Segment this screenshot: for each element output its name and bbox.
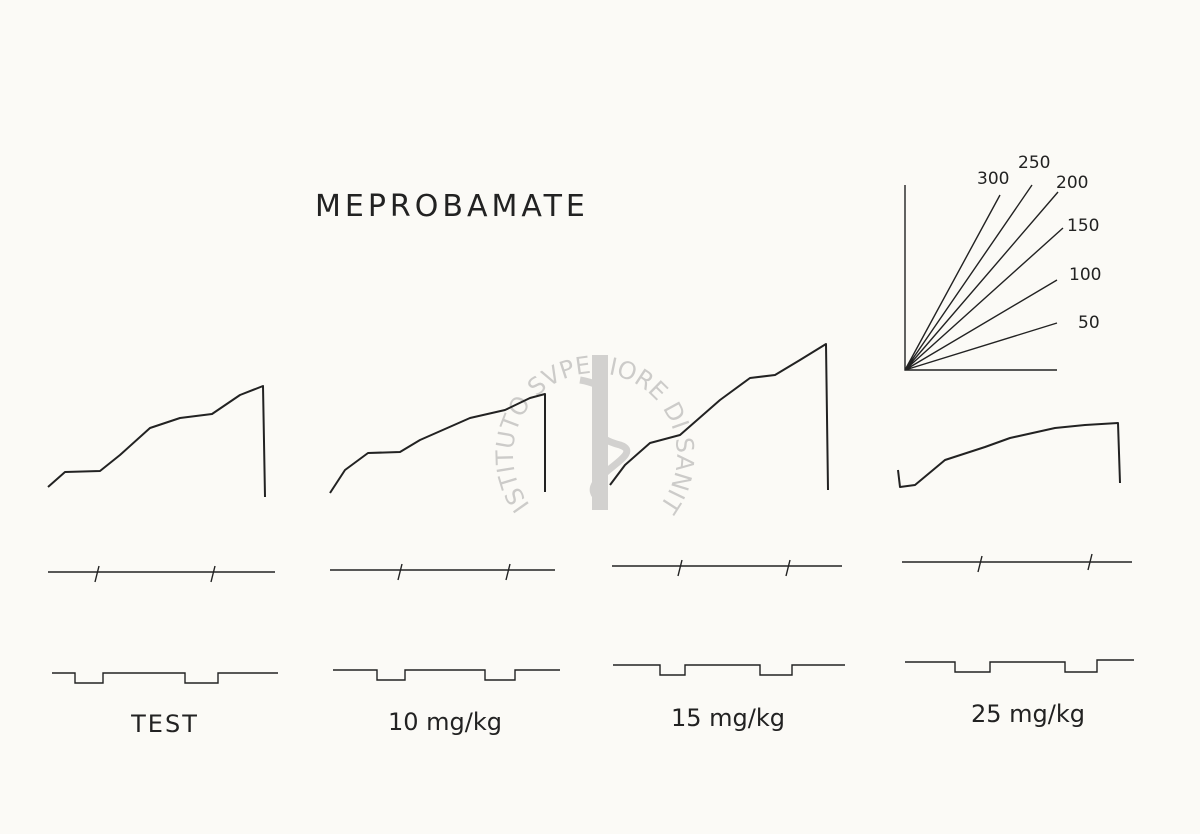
panel: TEST bbox=[47, 385, 278, 738]
panel: 10 mg/kg bbox=[329, 393, 560, 736]
watermark-staff bbox=[592, 355, 608, 510]
panel-label: 10 mg/kg bbox=[388, 708, 502, 736]
event-line bbox=[612, 559, 842, 577]
scale-label: 150 bbox=[1067, 216, 1099, 236]
event-line bbox=[48, 565, 275, 583]
panel-label: 15 mg/kg bbox=[671, 704, 785, 732]
cumulative-record bbox=[47, 385, 266, 498]
signal-line bbox=[52, 672, 278, 684]
panel-label: 25 mg/kg bbox=[971, 700, 1085, 728]
signal-line bbox=[333, 669, 560, 681]
signal-line bbox=[613, 664, 845, 676]
scale-label: 200 bbox=[1056, 173, 1088, 193]
scale-label: 250 bbox=[1018, 153, 1050, 173]
panel: 15 mg/kg bbox=[609, 343, 845, 732]
panel: 25 mg/kg bbox=[897, 422, 1134, 728]
scale-label: 300 bbox=[977, 169, 1009, 189]
scale-label: 50 bbox=[1078, 313, 1100, 333]
cumulative-record bbox=[609, 343, 829, 491]
scale-rays bbox=[904, 184, 1064, 371]
event-line bbox=[330, 563, 555, 581]
rate-scale: 300 250 200 150 100 50 bbox=[904, 153, 1101, 371]
cumulative-record bbox=[897, 422, 1121, 488]
cumulative-record bbox=[329, 393, 546, 494]
title: MEPROBAMATE bbox=[315, 189, 589, 224]
panel-label: TEST bbox=[130, 710, 199, 738]
signal-line bbox=[905, 659, 1134, 673]
watermark-snake bbox=[579, 376, 631, 503]
event-line bbox=[902, 553, 1132, 573]
scale-label: 100 bbox=[1069, 265, 1101, 285]
